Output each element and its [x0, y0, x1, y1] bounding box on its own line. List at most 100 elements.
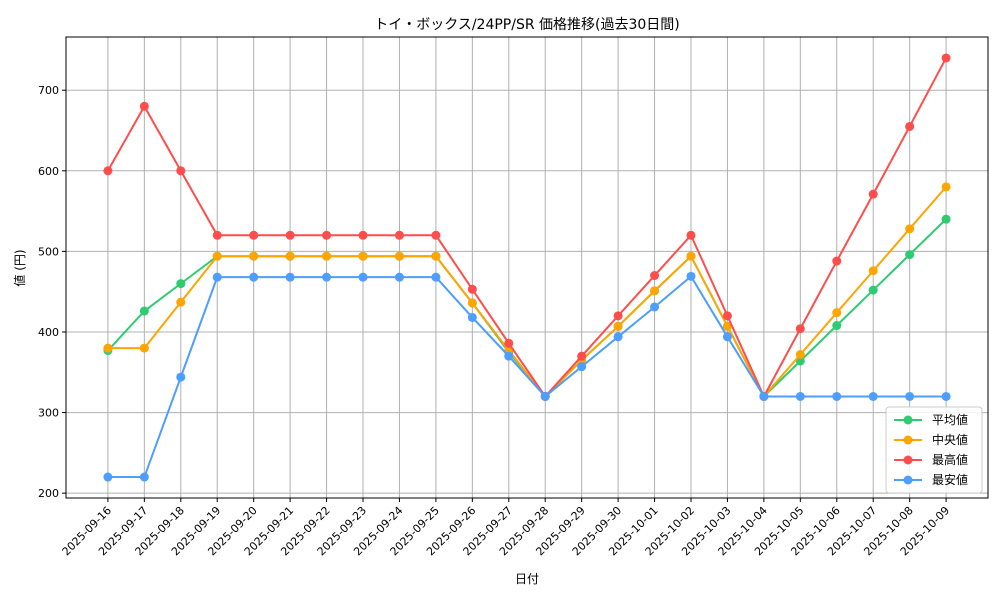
- legend-label: 最高値: [932, 452, 968, 467]
- data-point: [868, 189, 878, 199]
- data-point: [467, 312, 477, 322]
- y-tick-label: 600: [38, 165, 59, 178]
- legend-marker: [903, 415, 913, 425]
- data-point: [941, 182, 951, 192]
- data-point: [467, 298, 477, 308]
- legend-label: 平均値: [932, 412, 968, 427]
- data-point: [540, 391, 550, 401]
- data-point: [394, 251, 404, 261]
- data-point: [650, 286, 660, 296]
- legend-marker: [903, 455, 913, 465]
- y-tick-label: 700: [38, 84, 59, 97]
- data-point: [176, 279, 186, 289]
- data-point: [613, 332, 623, 342]
- data-point: [868, 285, 878, 295]
- data-point: [139, 101, 149, 111]
- data-point: [249, 230, 259, 240]
- data-point: [103, 472, 113, 482]
- data-point: [905, 224, 915, 234]
- series-line: [107, 186, 947, 399]
- data-point: [905, 121, 915, 131]
- data-point: [941, 53, 951, 63]
- y-tick-label: 500: [38, 245, 59, 258]
- data-point: [467, 284, 477, 294]
- legend-box: [885, 406, 983, 494]
- data-point: [832, 308, 842, 318]
- legend-marker: [903, 435, 913, 445]
- data-point: [394, 230, 404, 240]
- data-point: [322, 251, 332, 261]
- data-point: [504, 351, 514, 361]
- y-tick-label: 200: [38, 487, 59, 500]
- data-point: [868, 391, 878, 401]
- data-point: [139, 306, 149, 316]
- data-point: [431, 230, 441, 240]
- data-point: [832, 321, 842, 331]
- series-line: [107, 57, 947, 399]
- data-point: [941, 391, 951, 401]
- data-point: [431, 251, 441, 261]
- y-axis-label: 値 (円): [12, 249, 27, 286]
- data-point: [176, 372, 186, 382]
- data-point: [577, 351, 587, 361]
- data-point: [795, 350, 805, 360]
- data-point: [686, 271, 696, 281]
- data-point: [905, 250, 915, 260]
- data-point: [285, 272, 295, 282]
- data-point: [868, 266, 878, 276]
- data-point: [103, 166, 113, 176]
- data-point: [176, 297, 186, 307]
- data-point: [431, 272, 441, 282]
- data-point: [249, 272, 259, 282]
- data-point: [212, 230, 222, 240]
- y-tick-label: 300: [38, 407, 59, 420]
- data-point: [322, 272, 332, 282]
- data-point: [795, 356, 805, 366]
- data-point: [795, 391, 805, 401]
- data-point: [905, 391, 915, 401]
- data-point: [941, 214, 951, 224]
- data-point: [650, 271, 660, 281]
- data-point: [285, 251, 295, 261]
- series-line: [107, 274, 947, 479]
- series-最高値: [103, 53, 951, 401]
- data-point: [686, 251, 696, 261]
- data-point: [394, 272, 404, 282]
- data-point: [176, 166, 186, 176]
- data-point: [504, 338, 514, 348]
- data-point: [722, 332, 732, 342]
- data-point: [722, 311, 732, 321]
- data-point: [759, 391, 769, 401]
- data-point: [358, 230, 368, 240]
- chart-title: トイ・ボックス/24PP/SR 価格推移(過去30日間): [374, 17, 680, 33]
- legend-label: 中央値: [932, 432, 968, 447]
- y-tick-label: 400: [38, 326, 59, 339]
- data-point: [322, 230, 332, 240]
- data-point: [613, 311, 623, 321]
- data-point: [139, 472, 149, 482]
- data-point: [212, 272, 222, 282]
- series-最安値: [103, 271, 951, 482]
- data-point: [139, 343, 149, 353]
- data-point: [832, 256, 842, 266]
- data-point: [795, 324, 805, 334]
- data-point: [358, 272, 368, 282]
- plot-frame: [65, 36, 989, 499]
- data-point: [650, 302, 660, 312]
- data-point: [577, 362, 587, 372]
- data-point: [249, 251, 259, 261]
- x-axis-label: 日付: [515, 572, 539, 586]
- data-point: [103, 343, 113, 353]
- data-point: [832, 391, 842, 401]
- data-point: [722, 321, 732, 331]
- data-point: [686, 230, 696, 240]
- data-point: [212, 251, 222, 261]
- data-point: [613, 321, 623, 331]
- data-point: [285, 230, 295, 240]
- legend-label: 最安値: [932, 472, 968, 487]
- data-point: [358, 251, 368, 261]
- legend-marker: [903, 475, 913, 485]
